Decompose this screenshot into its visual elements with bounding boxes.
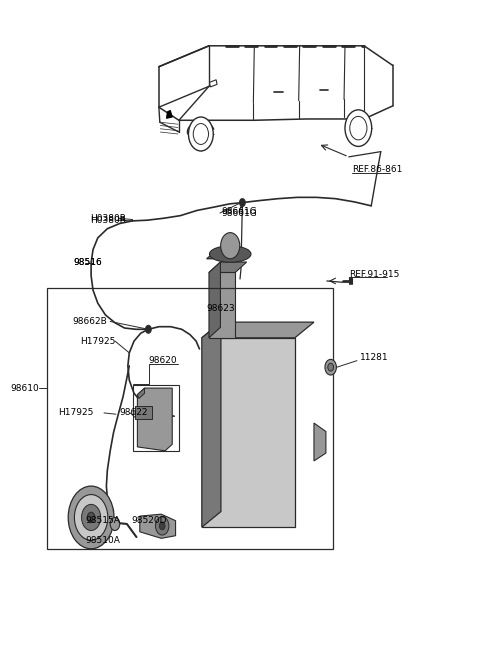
Circle shape (145, 325, 151, 333)
Polygon shape (202, 322, 314, 338)
Polygon shape (209, 262, 220, 338)
Text: H0380R: H0380R (90, 216, 126, 225)
Text: 98620: 98620 (148, 356, 177, 365)
Bar (132, 386, 180, 451)
Circle shape (325, 359, 336, 375)
Text: H17925: H17925 (58, 409, 93, 417)
Polygon shape (209, 272, 235, 338)
Ellipse shape (209, 246, 251, 262)
Circle shape (68, 486, 114, 549)
Circle shape (110, 518, 120, 531)
Text: H0380R: H0380R (90, 214, 126, 223)
Text: 98520D: 98520D (131, 516, 167, 525)
Text: 98662B: 98662B (72, 317, 107, 326)
Circle shape (328, 363, 334, 371)
Text: 98516: 98516 (73, 258, 102, 267)
Polygon shape (206, 250, 248, 258)
Text: 98623: 98623 (206, 304, 235, 313)
Text: 98610: 98610 (10, 384, 39, 392)
Circle shape (156, 517, 169, 535)
Circle shape (87, 512, 95, 523)
Polygon shape (314, 423, 326, 461)
Polygon shape (202, 322, 221, 527)
Bar (135, 406, 152, 419)
Text: REF.86-861: REF.86-861 (352, 165, 403, 174)
Circle shape (345, 110, 372, 146)
Text: 98515A: 98515A (85, 516, 120, 525)
Polygon shape (209, 80, 217, 87)
Circle shape (189, 117, 213, 151)
Text: REF.91-915: REF.91-915 (349, 270, 399, 279)
Text: 98661G: 98661G (222, 209, 258, 218)
Polygon shape (137, 388, 144, 399)
Circle shape (193, 123, 208, 144)
Text: 98516: 98516 (73, 258, 102, 267)
Circle shape (240, 199, 245, 207)
Polygon shape (167, 110, 172, 118)
Circle shape (82, 504, 101, 531)
Circle shape (74, 495, 108, 541)
Polygon shape (202, 338, 295, 527)
Text: 11281: 11281 (360, 353, 389, 362)
Text: 98510A: 98510A (85, 536, 120, 544)
Circle shape (221, 233, 240, 258)
Bar (47, 287, 333, 549)
Circle shape (159, 522, 165, 530)
Polygon shape (209, 262, 247, 272)
Text: H17925: H17925 (80, 337, 116, 346)
Text: 98622: 98622 (120, 409, 148, 417)
Polygon shape (140, 514, 176, 539)
Polygon shape (137, 388, 172, 451)
Circle shape (350, 116, 367, 140)
Text: 98661G: 98661G (221, 207, 257, 216)
